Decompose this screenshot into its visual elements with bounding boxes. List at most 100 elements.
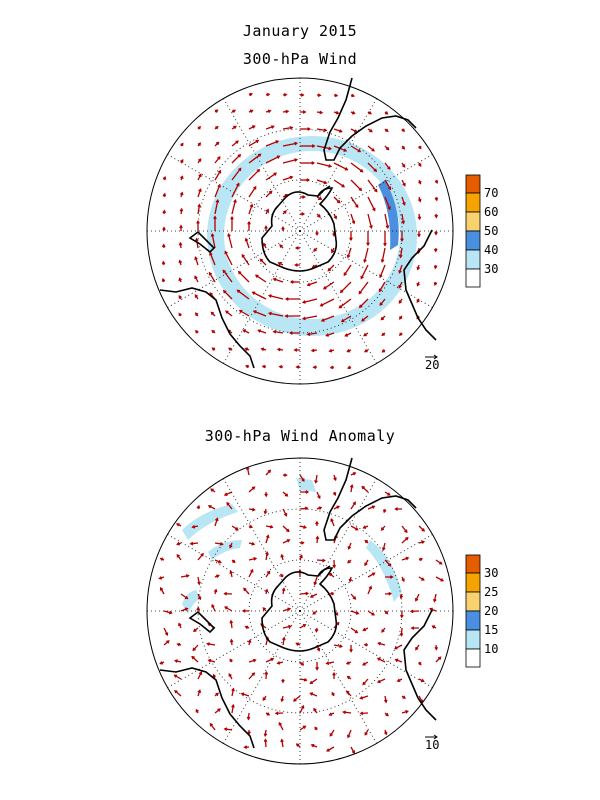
wind-vector: [197, 553, 204, 561]
wind-vector-head: [346, 675, 351, 680]
wind-vector: [382, 542, 386, 551]
anomaly-shade: [366, 540, 402, 602]
wind-vector: [180, 593, 188, 600]
wind-vector: [384, 179, 392, 190]
wind-vector-head: [381, 629, 385, 633]
wind-vector-head: [179, 191, 184, 196]
wind-vector-head: [331, 691, 335, 696]
wind-vector: [377, 657, 386, 663]
wind-vector: [435, 576, 444, 582]
wind-vector: [248, 672, 255, 680]
wind-vector-head: [259, 258, 264, 263]
wind-vector-head: [219, 542, 224, 546]
wind-vector: [367, 572, 375, 578]
wind-vector-head: [159, 557, 164, 561]
wind-vector-head: [343, 272, 347, 277]
wind-vector: [323, 281, 335, 290]
wind-vector-head: [364, 562, 368, 567]
wind-vector-head: [207, 505, 212, 509]
wind-vector-head: [185, 574, 190, 578]
wind-vector: [398, 264, 403, 273]
wind-vector-head: [174, 659, 178, 663]
wind-vector-head: [256, 168, 261, 173]
wind-vector-head: [264, 493, 268, 498]
wind-vector-head: [355, 204, 359, 209]
wind-vector-head: [328, 348, 333, 353]
colorbar-label: 60: [484, 205, 498, 219]
wind-vector-head: [267, 570, 271, 575]
wind-vector-head: [198, 173, 202, 177]
wind-vector-head: [178, 241, 183, 246]
wind-vector: [299, 705, 305, 714]
wind-vector-head: [323, 180, 328, 185]
wind-vector-head: [244, 237, 249, 242]
wind-vector-head: [405, 556, 410, 561]
wind-vector-head: [210, 232, 215, 237]
wind-vector-head: [351, 93, 355, 98]
wind-vector-head: [267, 109, 272, 114]
wind-vector: [379, 298, 386, 306]
wind-vector-head: [217, 169, 222, 174]
wind-vector-head: [348, 578, 353, 583]
wind-vector: [367, 196, 376, 211]
wind-vector: [316, 162, 332, 168]
wind-vector-head: [227, 347, 232, 351]
wind-vector-head: [289, 175, 294, 180]
wind-vector: [191, 656, 199, 663]
wind-vector-head: [176, 541, 180, 546]
wind-vector-head: [339, 644, 343, 648]
wind-vector: [350, 196, 359, 208]
wind-vector-head: [280, 553, 284, 558]
peninsula-coast: [317, 565, 331, 577]
wind-vector-head: [286, 528, 290, 533]
wind-vector-head: [368, 585, 373, 590]
wind-vector-head: [394, 658, 399, 663]
wind-vector: [307, 332, 318, 336]
wind-vector-head: [215, 141, 220, 146]
wind-vector-head: [289, 125, 294, 130]
wind-vector: [350, 525, 359, 531]
wind-vector-head: [211, 329, 215, 334]
wind-vector-head: [335, 110, 340, 115]
wind-vector-head: [251, 672, 256, 676]
wind-vector: [310, 692, 318, 697]
wind-vector: [360, 695, 369, 700]
coastlines: [159, 77, 437, 369]
wind-vector: [214, 518, 219, 527]
wind-vector-head: [162, 209, 167, 214]
wind-vector-head: [387, 563, 392, 567]
wind-vector-head: [339, 289, 344, 294]
wind-vector-head: [278, 721, 282, 726]
wind-vector: [265, 140, 279, 147]
wind-vector-head: [207, 658, 212, 663]
wind-vector: [214, 184, 221, 198]
longitude-line: [223, 478, 301, 612]
wind-vector-head: [273, 172, 278, 176]
wind-vector-head: [366, 242, 370, 247]
wind-vector-head: [377, 641, 381, 646]
wind-vector: [223, 290, 233, 300]
wind-vector-head: [250, 568, 254, 573]
wind-vector: [246, 467, 250, 476]
wind-vector: [384, 162, 391, 170]
wind-vector: [278, 722, 284, 731]
wind-vector-head: [232, 559, 236, 564]
wind-vector-head: [276, 347, 281, 352]
wind-vector-head: [223, 727, 228, 731]
anomaly-map-panel: 30 25 20 15 10 10: [146, 457, 498, 765]
wind-vector-head: [433, 265, 438, 270]
longitude-line: [299, 534, 433, 612]
wind-vector: [282, 508, 288, 517]
wind-vector-head: [306, 178, 311, 182]
wind-vectors: [158, 466, 445, 755]
wind-vector-head: [357, 148, 362, 153]
wind-vector-head: [382, 509, 387, 514]
wind-vector-head: [385, 146, 390, 151]
wind-vector: [264, 739, 267, 748]
wind-vector-head: [217, 156, 221, 160]
wind-vector-head: [252, 125, 256, 129]
wind-vector-head: [402, 164, 406, 168]
wind-vector: [401, 525, 408, 533]
map-boundary: [146, 457, 454, 765]
wind-vector-head: [380, 316, 385, 321]
